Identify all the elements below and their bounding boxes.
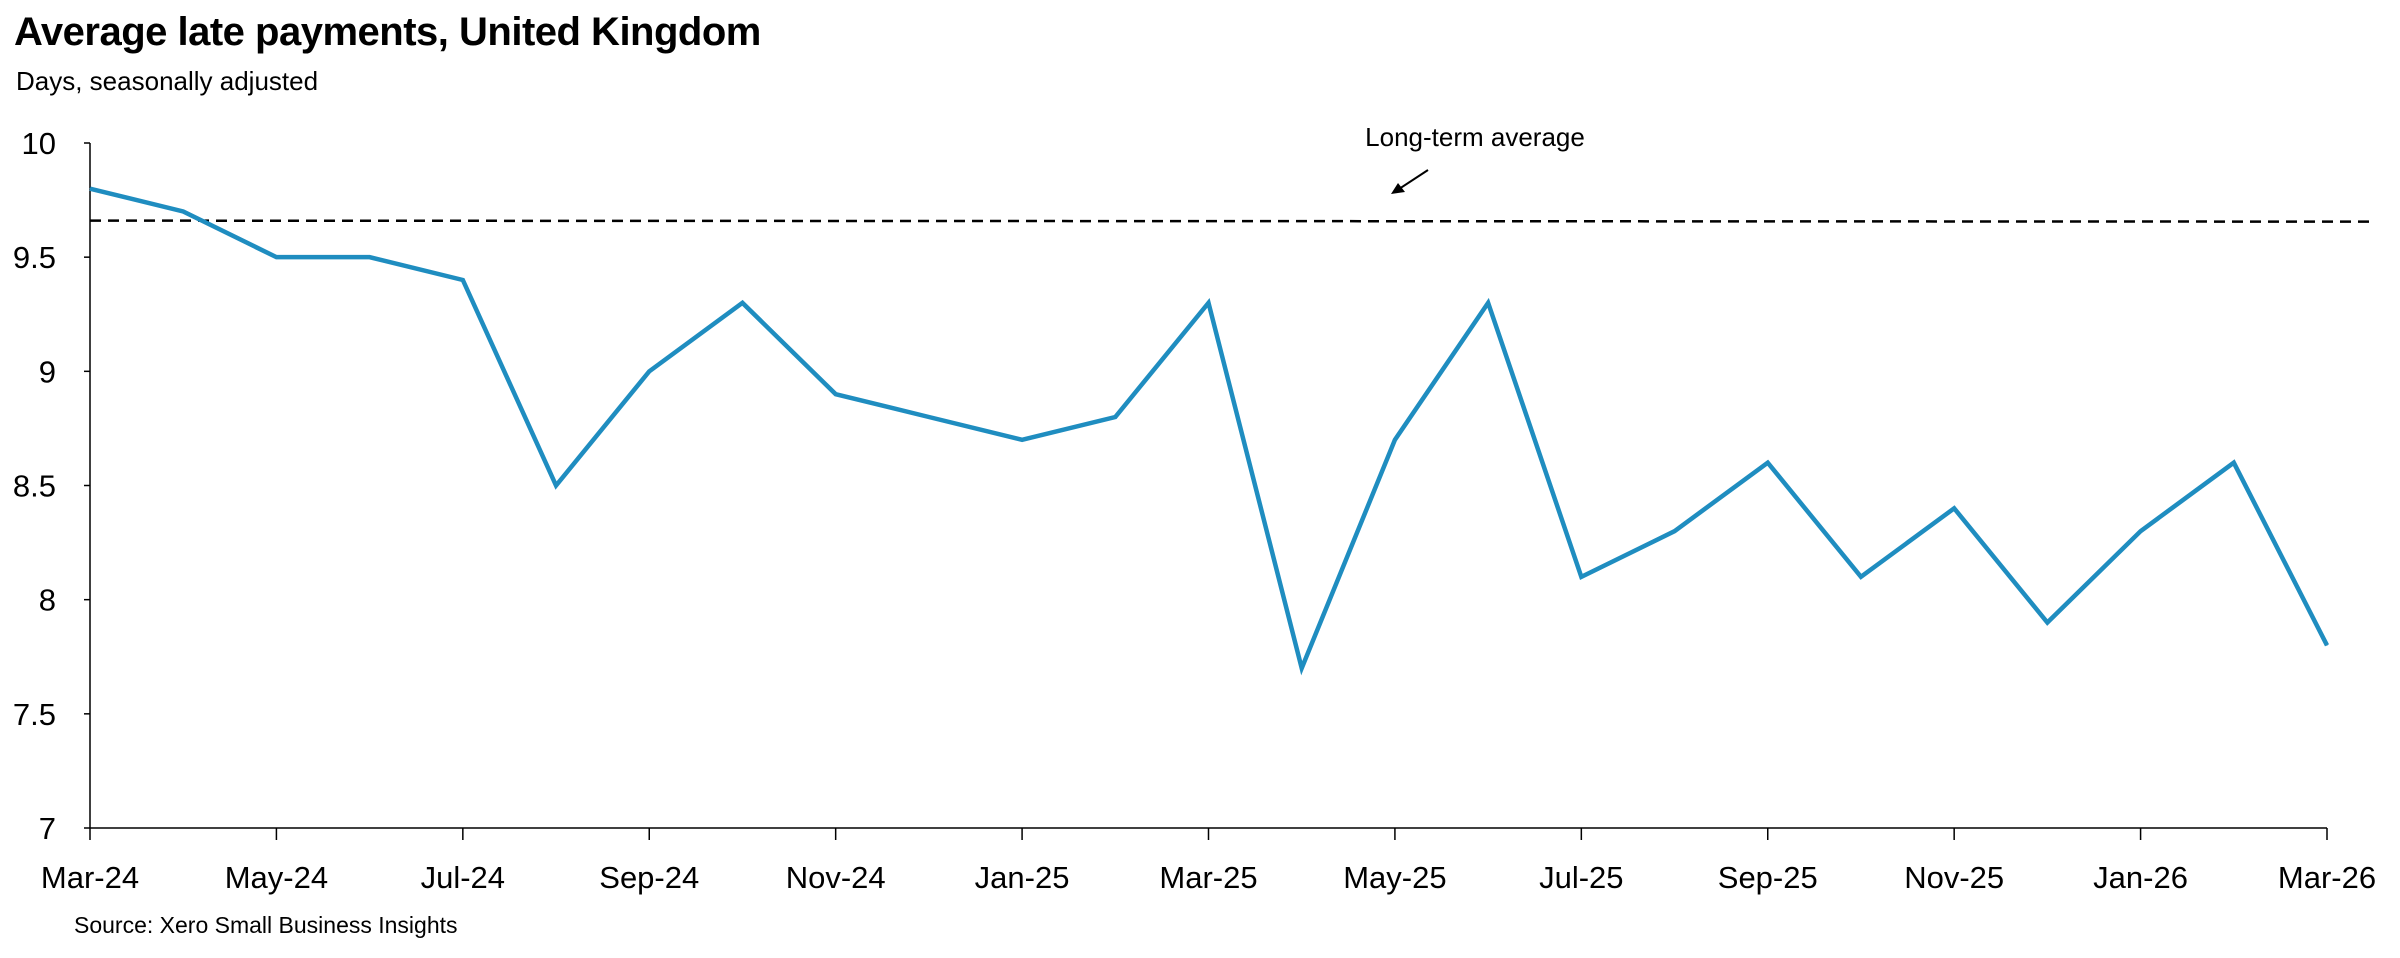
data-point <box>835 393 837 395</box>
series-line <box>89 186 2330 676</box>
x-tick-label: Sep-24 <box>599 860 699 895</box>
x-tick-label: Sep-25 <box>1718 860 1818 895</box>
annotation-arrow-head <box>1391 183 1405 194</box>
data-point <box>555 485 557 486</box>
data-point <box>1487 302 1489 304</box>
y-tick-label: 7.5 <box>13 697 56 732</box>
series-group <box>89 186 2330 676</box>
chart-subtitle: Days, seasonally adjusted <box>16 66 319 96</box>
x-tick-label: Jan-26 <box>2093 860 2188 895</box>
data-point <box>89 188 91 190</box>
x-tick-label: Jan-25 <box>975 860 1070 895</box>
data-point <box>1021 439 1023 441</box>
x-axis-ticks: Mar-24 May-24 Jul-24 Sep-24 Nov-24 Jan-25 Mar-… <box>41 828 2376 895</box>
y-tick-label: 9.5 <box>13 240 56 275</box>
y-tick-label: 8.5 <box>13 469 56 504</box>
data-point <box>462 279 464 281</box>
y-tick-label: 9 <box>39 354 56 389</box>
data-point <box>1301 667 1303 669</box>
x-tick-label: May-25 <box>1343 860 1446 895</box>
x-tick-label: Nov-25 <box>1904 860 2004 895</box>
data-point <box>369 256 371 258</box>
annotation-label: Long-term average <box>1365 122 1585 152</box>
data-point <box>1767 462 1769 464</box>
y-tick-label: 10 <box>22 126 56 161</box>
x-tick-label: Mar-24 <box>41 860 139 895</box>
chart-title: Average late payments, United Kingdom <box>14 10 761 54</box>
x-tick-label: Mar-25 <box>1159 860 1257 895</box>
y-tick-label: 7 <box>39 811 56 846</box>
data-point <box>2233 462 2235 464</box>
data-point <box>2046 622 2048 623</box>
data-point <box>2140 530 2142 532</box>
data-point <box>741 302 743 304</box>
x-tick-label: Jul-25 <box>1539 860 1623 895</box>
data-point <box>182 211 184 212</box>
data-point <box>275 256 277 258</box>
long-term-average-line <box>89 219 2376 223</box>
data-point <box>1114 416 1116 418</box>
data-point <box>1674 530 1676 532</box>
reference-line <box>89 219 2376 223</box>
x-tick-label: Mar-26 <box>2278 860 2376 895</box>
chart-axes <box>89 143 2327 829</box>
x-tick-label: Nov-24 <box>786 860 886 895</box>
data-point <box>928 416 930 418</box>
data-point <box>1953 507 1955 509</box>
data-point <box>2326 644 2328 646</box>
data-point <box>1860 576 1862 578</box>
data-point <box>1394 439 1396 441</box>
y-tick-label: 8 <box>39 583 56 618</box>
source-note: Source: Xero Small Business Insights <box>74 912 458 938</box>
x-tick-label: Jul-24 <box>421 860 505 895</box>
y-axis-ticks: 10 9.5 9 8.5 8 7.5 7 <box>13 126 90 846</box>
data-point <box>1208 302 1209 304</box>
data-point <box>1580 576 1582 578</box>
x-tick-label: May-24 <box>225 860 328 895</box>
long-term-average-annotation: Long-term average <box>1365 122 1585 194</box>
data-point <box>648 370 650 372</box>
